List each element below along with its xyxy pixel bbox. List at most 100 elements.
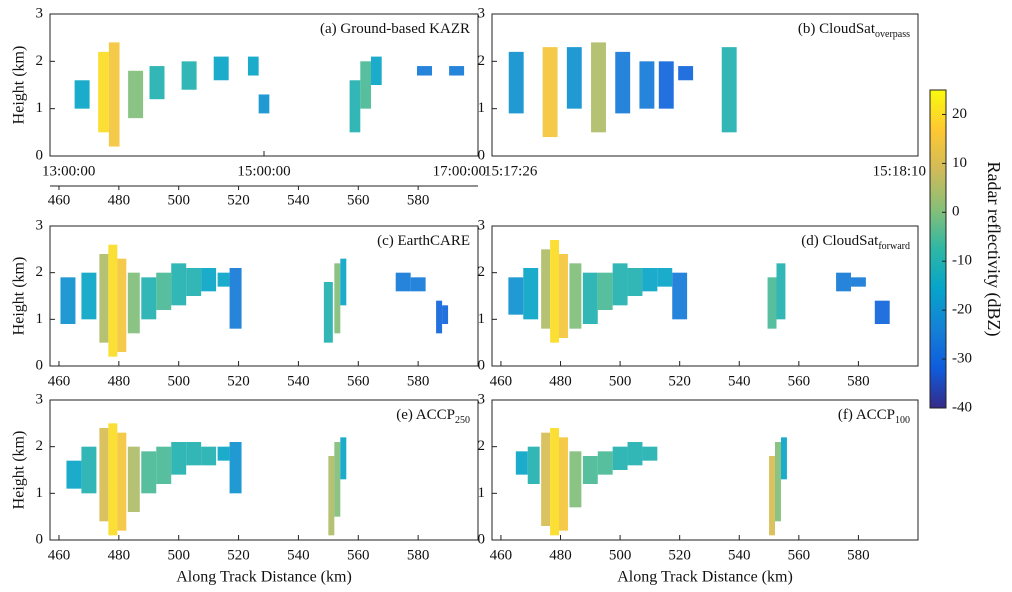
x-tick-label: 480 [108, 373, 131, 389]
reflectivity-column [657, 268, 673, 287]
colorbar-tick-label: 10 [952, 155, 967, 171]
reflectivity-column [672, 272, 688, 320]
reflectivity-column [642, 268, 658, 292]
x-tick-label: 580 [407, 547, 430, 563]
reflectivity-column [213, 56, 229, 81]
plot-frame [491, 225, 919, 367]
reflectivity-column [527, 446, 540, 484]
colorbar-tick-label: -30 [952, 351, 972, 367]
x-tick-label: 560 [347, 547, 370, 563]
reflectivity-column [508, 277, 524, 315]
reflectivity-column [627, 268, 643, 296]
colorbar [929, 89, 947, 409]
x2-tick-label: 500 [167, 192, 190, 208]
reflectivity-column [186, 268, 202, 296]
panel-title: (f) ACCP100 [838, 407, 910, 426]
panel-title-main: (f) ACCP [838, 407, 895, 423]
reflectivity-column [128, 70, 144, 119]
reflectivity-column [612, 446, 628, 470]
reflectivity-column [360, 61, 371, 109]
x-tick-label: 520 [227, 547, 250, 563]
y-tick-label: 3 [36, 5, 44, 21]
reflectivity-column [323, 282, 333, 343]
reflectivity-column [582, 272, 598, 324]
x-tick-label: 500 [167, 547, 190, 563]
x-tick-label: 15:18:10 [873, 163, 926, 179]
x-tick-label: 460 [490, 373, 513, 389]
reflectivity-column [117, 432, 127, 531]
x2-tick-label: 580 [407, 192, 430, 208]
y-tick-label: 1 [36, 485, 44, 501]
panel-title-sub: forward [878, 241, 910, 252]
reflectivity-column [658, 61, 674, 109]
plot-frame [491, 399, 919, 541]
x-axis-label: Along Track Distance (km) [176, 569, 352, 586]
y-tick-label: 3 [36, 217, 44, 233]
reflectivity-column [201, 268, 217, 292]
x-tick-label: 15:00:00 [237, 163, 290, 179]
y-tick-label: 0 [36, 147, 44, 163]
panel-title: (c) EarthCARE [377, 233, 470, 249]
panel-title: (d) CloudSatforward [801, 233, 910, 252]
x-tick-label: 560 [347, 373, 370, 389]
x-tick-label: 560 [788, 547, 811, 563]
reflectivity-column [81, 272, 97, 320]
reflectivity-column [776, 263, 786, 320]
reflectivity-column [780, 437, 787, 480]
colorbar-tick-label: -40 [952, 399, 972, 415]
plot-frame [491, 13, 919, 157]
reflectivity-column [566, 47, 582, 109]
reflectivity-column [349, 80, 361, 133]
reflectivity-column [559, 437, 568, 531]
reflectivity-column [449, 66, 465, 76]
reflectivity-column [850, 277, 866, 287]
reflectivity-column [156, 272, 172, 310]
y-tick-label: 3 [478, 391, 486, 407]
reflectivity-column [639, 61, 655, 109]
x-tick-label: 15:17:26 [484, 163, 538, 179]
reflectivity-column [591, 42, 606, 133]
reflectivity-column [328, 456, 335, 536]
y-tick-label: 3 [478, 217, 486, 233]
x-tick-label: 520 [668, 547, 691, 563]
panel-title-main: (d) CloudSat [801, 233, 879, 249]
reflectivity-column [171, 442, 187, 475]
reflectivity-column [217, 446, 230, 461]
reflectivity-column [874, 300, 890, 324]
y-axis-label: Height (km) [11, 46, 28, 125]
y-axis-label: Height (km) [11, 257, 28, 336]
y-tick-label: 2 [36, 438, 44, 454]
y-tick-label: 1 [478, 485, 486, 501]
reflectivity-column [767, 277, 777, 329]
plot-frame [49, 399, 479, 541]
reflectivity-column [410, 277, 426, 292]
reflectivity-column [515, 451, 528, 475]
y-tick-label: 2 [36, 264, 44, 280]
colorbar-tick-label: -10 [952, 253, 972, 269]
reflectivity-column [60, 277, 76, 324]
y-tick-label: 0 [36, 357, 44, 373]
reflectivity-column [550, 240, 560, 343]
reflectivity-column [334, 263, 341, 334]
reflectivity-column [541, 432, 551, 526]
reflectivity-column [559, 254, 568, 338]
y-tick-label: 2 [478, 53, 486, 69]
x-tick-label: 480 [549, 373, 572, 389]
reflectivity-column [186, 442, 202, 466]
x-tick-label: 520 [227, 373, 250, 389]
reflectivity-column [508, 51, 524, 114]
y-tick-label: 1 [478, 100, 486, 116]
reflectivity-column [678, 66, 694, 81]
x-tick-label: 460 [490, 547, 513, 563]
reflectivity-column [108, 42, 120, 147]
panel-title-sub: overpass [875, 29, 910, 40]
y-tick-label: 1 [36, 100, 44, 116]
reflectivity-column [141, 277, 157, 320]
panel-title-sub: 250 [455, 415, 470, 426]
y-tick-label: 1 [478, 311, 486, 327]
y-tick-label: 0 [478, 147, 486, 163]
reflectivity-column [141, 451, 157, 494]
y-tick-label: 3 [36, 391, 44, 407]
reflectivity-column [371, 56, 382, 85]
colorbar-tick-label: 0 [952, 204, 960, 220]
